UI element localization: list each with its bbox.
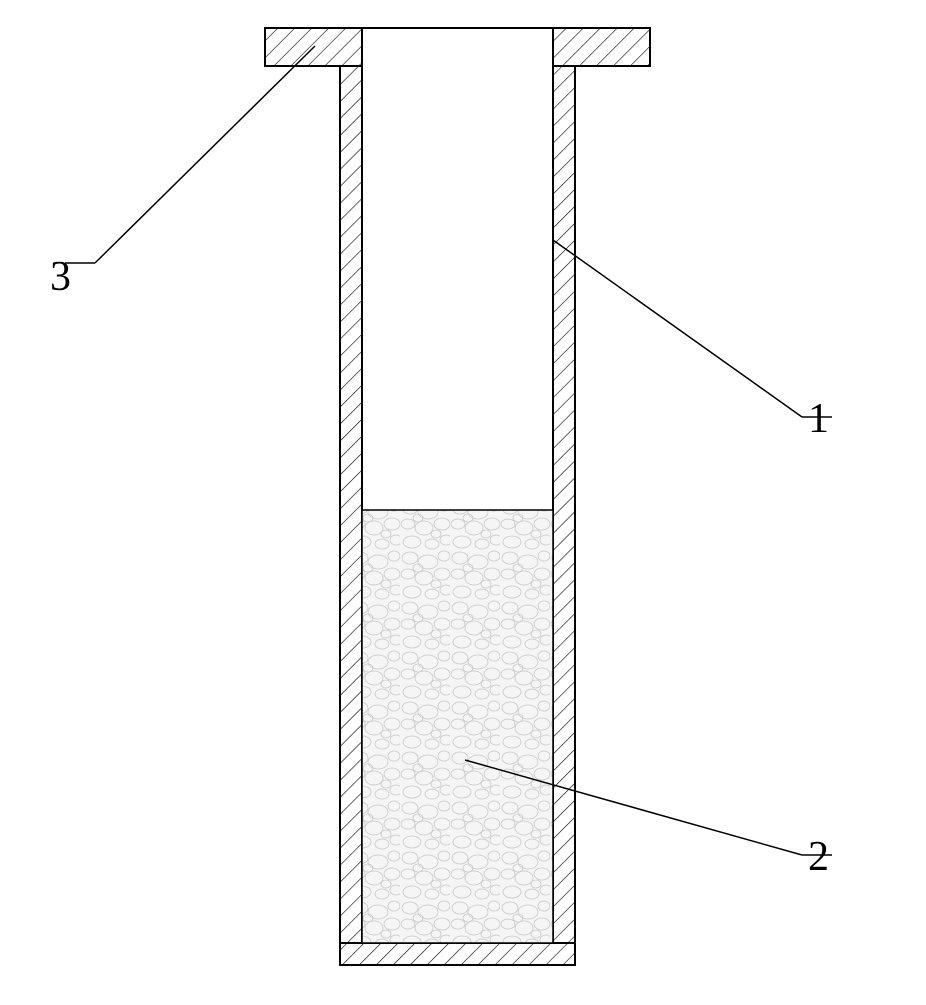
bubble-fill <box>362 510 553 943</box>
label-3: 3 <box>50 253 71 301</box>
leader-3 <box>95 46 315 263</box>
diagram-svg <box>0 0 926 1000</box>
leader-1 <box>553 240 802 417</box>
label-1: 1 <box>808 395 829 443</box>
label-2: 2 <box>808 833 829 881</box>
diagram-container: 1 2 3 <box>0 0 926 1000</box>
